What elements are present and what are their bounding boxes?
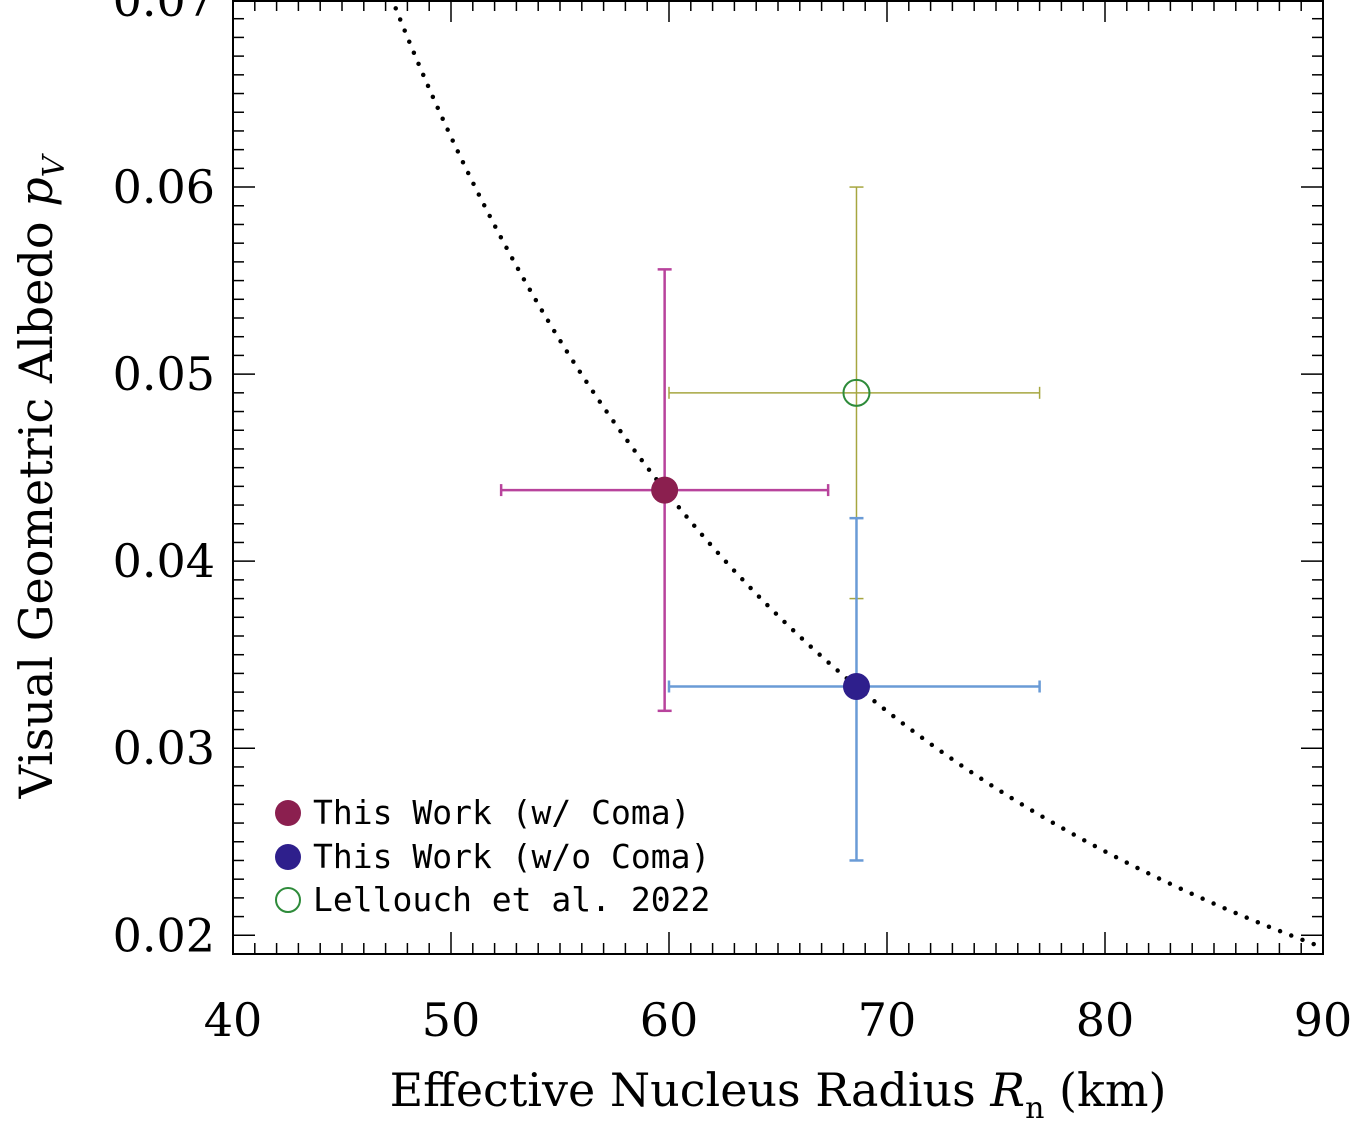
- legend-label: This Work (w/o Coma): [313, 837, 710, 876]
- y-tick-label: 0.03: [113, 721, 215, 775]
- series-3-point: [842, 378, 871, 407]
- legend-item: This Work (w/ Coma): [275, 793, 691, 832]
- x-tick-label: 40: [204, 993, 263, 1047]
- series-2-point: [842, 673, 870, 701]
- y-tick-label: 0.02: [113, 908, 215, 962]
- legend-filled-circle-icon: [275, 844, 301, 870]
- x-axis-label: Effective Nucleus Radius Rn (km): [390, 1063, 1167, 1121]
- data-points-layer: [651, 378, 871, 701]
- series-1-point: [651, 476, 679, 504]
- legend: This Work (w/ Coma) This Work (w/o Coma) L…: [275, 793, 710, 919]
- x-tick-label: 90: [1294, 993, 1353, 1047]
- error-bars-layer: [499, 186, 1041, 862]
- legend-filled-circle-icon: [275, 800, 301, 826]
- y-tick-label: 0.05: [113, 347, 215, 401]
- legend-label: This Work (w/ Coma): [313, 793, 691, 832]
- axes-layer: 40 50 60 70 80 90 0.02 0.03 0.04 0.05 0.06 0.07: [113, 0, 1353, 1047]
- dotted-curve-layer: [390, 0, 1323, 950]
- y-tick-label: 0.06: [113, 160, 215, 214]
- legend-open-circle-icon: [275, 887, 301, 913]
- x-tick-label: 70: [858, 993, 917, 1047]
- legend-item: This Work (w/o Coma): [275, 837, 710, 876]
- legend-item: Lellouch et al. 2022: [275, 880, 710, 919]
- y-tick-label: 0.04: [113, 534, 215, 588]
- legend-label: Lellouch et al. 2022: [313, 880, 710, 919]
- y-tick-label: 0.07: [113, 0, 215, 27]
- x-tick-label: 50: [422, 993, 481, 1047]
- y-axis-label: Visual Geometric Albedo pV: [9, 152, 72, 799]
- x-tick-label: 60: [640, 993, 699, 1047]
- x-tick-label: 80: [1076, 993, 1135, 1047]
- dotted-curve: [390, 0, 1323, 950]
